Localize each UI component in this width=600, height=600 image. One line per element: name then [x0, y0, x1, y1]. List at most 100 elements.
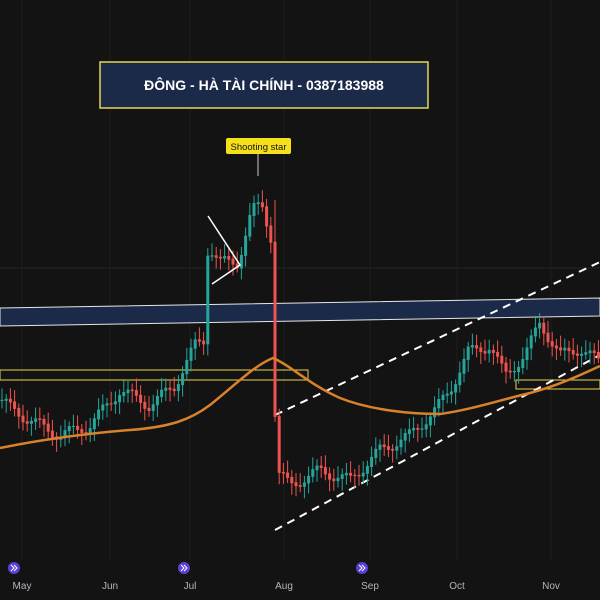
candle-body — [357, 475, 361, 477]
candle-body — [29, 420, 33, 424]
candle-body — [370, 456, 374, 467]
month-label: Nov — [542, 581, 560, 592]
candle-body — [239, 254, 243, 269]
candle-body — [323, 467, 327, 475]
candle-body — [378, 444, 382, 450]
candle-body — [441, 394, 445, 401]
candle-body — [46, 423, 50, 432]
candle-body — [38, 418, 42, 420]
candle-body — [4, 398, 8, 401]
candle-body — [575, 353, 579, 356]
candle-body — [596, 351, 600, 359]
month-label: Jun — [102, 581, 118, 592]
candle-body — [491, 349, 495, 353]
candle-body — [407, 429, 411, 434]
candle-body — [349, 472, 353, 476]
candle-body — [449, 391, 453, 395]
candle-body — [454, 384, 458, 393]
candle-body — [76, 425, 80, 430]
event-icon-arrow — [10, 564, 18, 572]
candle-body — [386, 446, 390, 450]
banner — [99, 61, 429, 109]
candle-body — [298, 485, 302, 487]
candle-body — [466, 346, 470, 360]
candle-body — [155, 395, 159, 406]
candle-body — [361, 472, 365, 477]
resistance-band — [0, 297, 600, 327]
candle-body — [416, 428, 420, 430]
candle-body — [399, 439, 403, 448]
candle-body — [235, 263, 239, 269]
candle-body — [118, 395, 122, 403]
candle-body — [445, 393, 449, 396]
candle-body — [97, 409, 101, 420]
candle-body — [21, 415, 25, 423]
candle-body — [538, 322, 542, 329]
candle-body — [176, 384, 180, 392]
candle-body — [134, 390, 138, 396]
candle-body — [126, 389, 130, 394]
support-box — [0, 369, 309, 381]
candle-body — [521, 359, 525, 368]
candle-body — [353, 474, 357, 477]
candle-body — [336, 477, 340, 482]
candle-body — [105, 403, 109, 406]
candle-body — [428, 416, 432, 426]
candle-body — [286, 472, 290, 478]
candle-body — [164, 387, 168, 391]
candle-body — [248, 215, 252, 237]
candle-body — [584, 352, 588, 355]
candle-body — [218, 256, 222, 259]
candle-body — [315, 465, 319, 471]
candle-body — [80, 428, 84, 434]
candle-body — [508, 370, 512, 373]
candle-body — [71, 425, 75, 428]
candle-body — [571, 350, 575, 355]
candle-body — [340, 474, 344, 479]
candle-body — [311, 469, 315, 477]
candle-body — [160, 389, 164, 397]
candle-body — [504, 362, 508, 372]
candle-body — [475, 345, 479, 349]
candle-body — [374, 448, 378, 458]
candle-body — [403, 432, 407, 441]
candle-body — [256, 202, 260, 205]
candle-body — [172, 388, 176, 392]
month-label: Aug — [275, 581, 293, 592]
candle-body — [151, 404, 155, 412]
candle-body — [92, 418, 96, 430]
candle-body — [294, 482, 298, 487]
candle-body — [244, 235, 248, 256]
candle-body — [525, 347, 529, 361]
candle-body — [479, 347, 483, 353]
candle-body — [130, 389, 134, 392]
candle-body — [0, 399, 4, 401]
time-axis: May Jun Jul Aug Sep Oct Nov — [8, 562, 560, 592]
candle-body — [462, 358, 466, 374]
month-label: Jul — [184, 581, 197, 592]
candle-body — [391, 448, 395, 451]
candle-body — [563, 347, 567, 351]
candle-body — [63, 430, 67, 438]
candle-body — [332, 478, 336, 482]
candle-body — [483, 351, 487, 354]
candle-body — [202, 340, 206, 345]
candle-body — [101, 404, 105, 411]
month-label: May — [13, 581, 32, 592]
candle-body — [307, 475, 311, 484]
candle-body — [302, 482, 306, 487]
candle-body — [25, 421, 29, 424]
candle-body — [214, 255, 218, 258]
candle-body — [181, 373, 185, 386]
candle-body — [424, 424, 428, 430]
channel-lower — [274, 354, 600, 531]
annotation-label: Shooting star — [231, 142, 287, 153]
candle-body — [139, 394, 143, 403]
candle-body — [231, 258, 235, 265]
candle-body — [223, 256, 227, 259]
candle-body — [496, 351, 500, 357]
candle-body — [42, 418, 46, 425]
candle-body — [328, 473, 332, 480]
channel-upper — [274, 261, 600, 416]
candle-body — [580, 353, 584, 356]
